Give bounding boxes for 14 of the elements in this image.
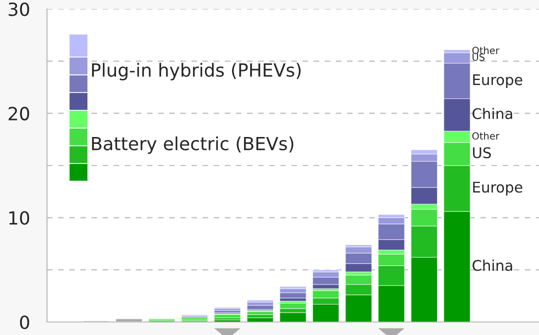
series-label: Other xyxy=(472,46,500,54)
series-label: US xyxy=(472,54,485,61)
y-tick-label: 20 xyxy=(8,106,30,120)
y-tick-label: 10 xyxy=(9,211,30,225)
series-label: Europe xyxy=(473,182,522,196)
series-label: China xyxy=(472,108,512,120)
series-label: Other xyxy=(472,132,500,140)
series-label: US xyxy=(473,147,491,158)
y-tick-label: 30 xyxy=(8,2,30,16)
annotation: Battery electric (BEVs) xyxy=(92,136,294,154)
y-tick-label: 0 xyxy=(20,315,30,330)
annotation: Plug-in hybrids (PHEVs) xyxy=(92,62,301,80)
series-label: Europe xyxy=(473,74,522,88)
series-label: China xyxy=(472,260,512,271)
